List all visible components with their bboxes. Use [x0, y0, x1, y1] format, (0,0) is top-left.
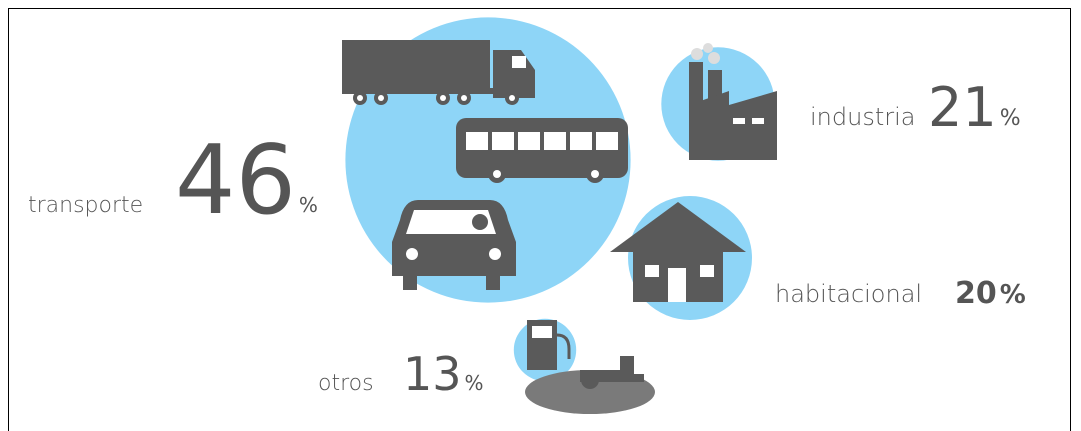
value-label: 21: [928, 76, 997, 139]
category-label: habitacional: [775, 280, 922, 308]
car-icon: [392, 200, 516, 290]
unit-label: %: [1000, 280, 1026, 310]
category-label: industria: [810, 103, 915, 131]
unit-label: %: [1000, 106, 1021, 131]
category-label: otros: [318, 371, 374, 396]
unit-label: %: [299, 193, 318, 217]
house-icon: [610, 202, 746, 302]
category-label: transporte: [28, 193, 143, 218]
unit-label: %: [465, 371, 484, 395]
bus-icon: [456, 118, 628, 183]
frame: [8, 8, 1071, 431]
value-label: 13: [403, 347, 462, 401]
value-label: 20: [955, 276, 997, 311]
value-label: 46: [175, 126, 296, 236]
pump-tractor-icon: [525, 320, 655, 414]
truck-icon: [342, 40, 535, 105]
factory-icon: [689, 43, 777, 160]
